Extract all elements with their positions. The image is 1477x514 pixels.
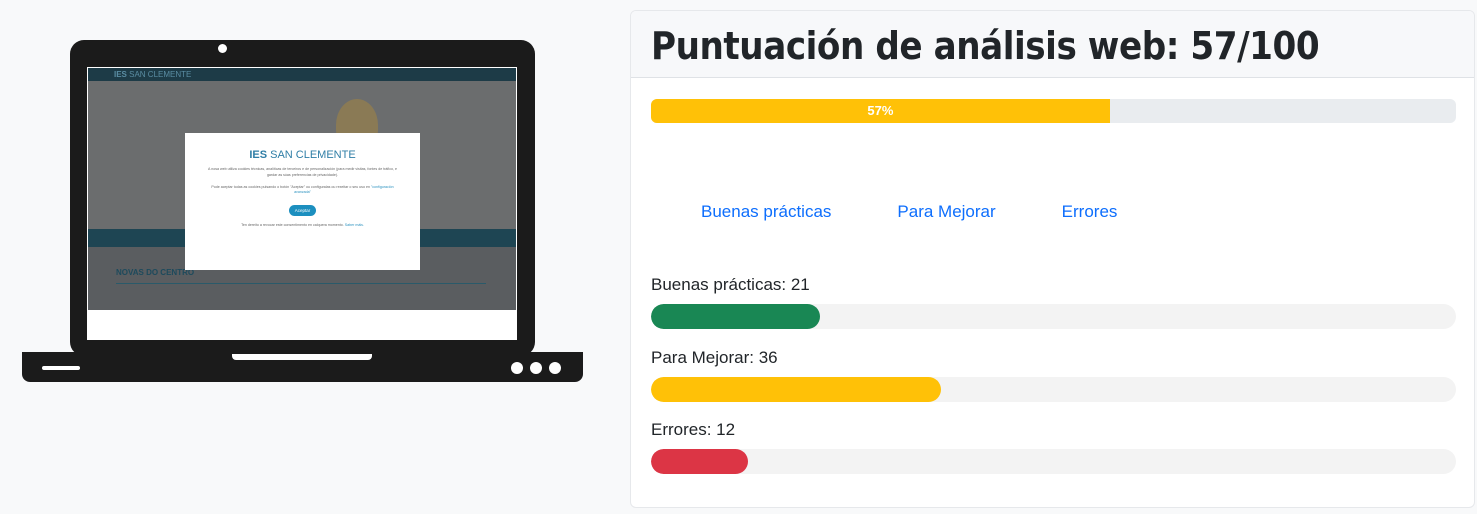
website-screenshot: IES SAN CLEMENTE NOVAS DO CENTRO IES SAN… [88,68,516,310]
metric-label: Para Mejorar: 36 [651,348,778,367]
metric-bar [651,449,1456,474]
modal-footer: Ten dereito a revocar este consentimento… [203,223,402,229]
tab-errores[interactable]: Errores [1061,202,1118,221]
score-card: Puntuación de análisis web: 57/100 57% B… [630,10,1475,508]
cookie-modal: IES SAN CLEMENTE A nosa web utiliza cook… [185,133,420,270]
score-progress-fill: 57% [651,99,1110,123]
modal-footer-text: Ten dereito a revocar este consentimento… [241,223,344,227]
metric-label: Buenas prácticas: 21 [651,275,810,294]
section-title: NOVAS DO CENTRO [116,268,195,277]
brand-bold: IES [249,149,268,161]
brand-rest: SAN CLEMENTE [267,149,356,161]
camera-icon [218,44,227,53]
site-name-bold: IES [114,70,127,79]
page-title: Puntuación de análisis web: 57/100 [651,24,1320,68]
tab-buenas-practicas[interactable]: Buenas prácticas [701,202,832,221]
metric-bar-fill [651,304,821,329]
site-header: IES SAN CLEMENTE [88,68,516,81]
divider [116,283,486,284]
metric-label: Errores: 12 [651,420,736,439]
laptop-dot [530,362,542,374]
laptop-screen: IES SAN CLEMENTE NOVAS DO CENTRO IES SAN… [87,67,517,340]
tab-para-mejorar[interactable]: Para Mejorar [897,202,996,221]
tabs: Buenas prácticas Para Mejorar Errores [701,202,1183,222]
metric-bar [651,377,1456,402]
metric-bar-fill [651,449,748,474]
score-progress-bar: 57% [651,99,1456,123]
laptop-dot [549,362,561,374]
modal-text-2: Pode aceptar todas as cookies pulsando o… [203,185,402,197]
modal-text-1: A nosa web utiliza cookies técnicas, ana… [208,167,397,177]
laptop-dot [511,362,523,374]
accept-button: Aceptar [288,205,317,216]
modal-text-2-body: Pode aceptar todas as cookies pulsando o… [211,184,370,189]
learn-more-link: Saber máis. [344,223,364,227]
advanced-config-link: "configuración avanzada" [294,184,394,195]
metric-buenas-practicas: Buenas prácticas: 21 [651,275,1456,329]
metric-para-mejorar: Para Mejorar: 36 [651,348,1456,402]
site-name: SAN CLEMENTE [126,70,192,79]
modal-brand: IES SAN CLEMENTE [185,149,420,161]
metric-bar-fill [651,377,941,402]
laptop-line [42,366,80,370]
metric-errores: Errores: 12 [651,420,1456,474]
laptop-notch [232,354,372,360]
card-header: Puntuación de análisis web: 57/100 [631,11,1474,78]
metric-bar [651,304,1456,329]
